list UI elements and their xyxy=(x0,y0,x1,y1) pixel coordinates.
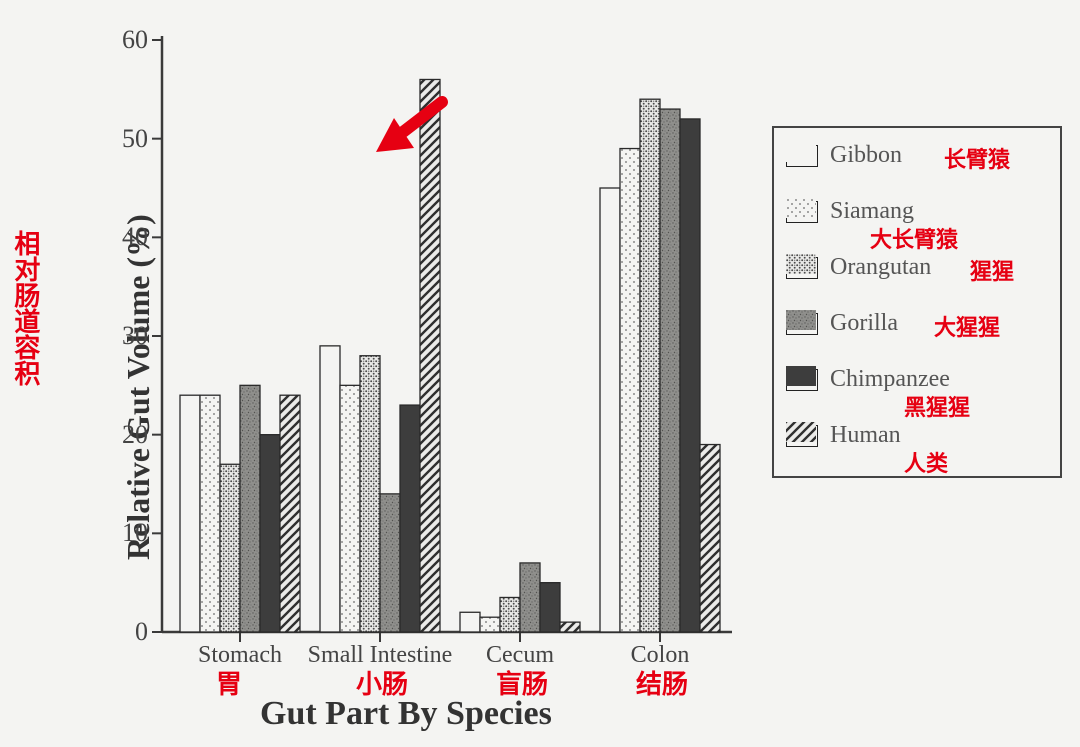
bar-siamang-small-intestine xyxy=(340,385,360,632)
x-zh-annotation: 小肠 xyxy=(356,670,408,700)
bar-gibbon-stomach xyxy=(180,395,200,632)
bar-gorilla-cecum xyxy=(520,563,540,632)
x-zh-annotation: 结肠 xyxy=(636,670,688,700)
legend-zh-siamang: 大长臂猿 xyxy=(870,222,958,254)
y-tick-label: 30 xyxy=(122,321,148,351)
bar-gorilla-colon xyxy=(660,109,680,632)
bar-orangutan-colon xyxy=(640,99,660,632)
legend-zh-orangutan: 猩猩 xyxy=(970,254,1014,286)
legend-swatch xyxy=(786,201,818,223)
legend-row-siamang: Siamang xyxy=(786,198,914,225)
x-category-label: Small Intestine xyxy=(308,642,453,669)
legend-row-chimpanzee: Chimpanzee xyxy=(786,366,950,393)
legend-swatch xyxy=(786,257,818,279)
x-category-label: Colon xyxy=(631,642,690,669)
bar-orangutan-small-intestine xyxy=(360,356,380,632)
x-category-label: Cecum xyxy=(486,642,554,669)
bar-chimpanzee-colon xyxy=(680,119,700,632)
bar-orangutan-stomach xyxy=(220,464,240,632)
legend-row-orangutan: Orangutan xyxy=(786,254,931,281)
bar-gorilla-small-intestine xyxy=(380,494,400,632)
bar-siamang-colon xyxy=(620,149,640,632)
x-category-label: Stomach xyxy=(198,642,282,669)
y-tick-label: 10 xyxy=(122,518,148,548)
legend-label: Chimpanzee xyxy=(830,366,950,393)
legend-row-gibbon: Gibbon xyxy=(786,142,902,169)
legend-zh-gibbon: 长臂猿 xyxy=(944,142,1010,174)
legend-zh-human: 人类 xyxy=(904,446,948,478)
y-axis-title: Relative Gut Volume (%) xyxy=(120,214,157,560)
y-tick-label: 0 xyxy=(135,617,148,647)
bar-siamang-stomach xyxy=(200,395,220,632)
bar-chimpanzee-cecum xyxy=(540,583,560,632)
bar-gorilla-stomach xyxy=(240,385,260,632)
bar-chimpanzee-stomach xyxy=(260,435,280,632)
bar-gibbon-colon xyxy=(600,188,620,632)
bar-human-colon xyxy=(700,445,720,632)
bar-gibbon-cecum xyxy=(460,612,480,632)
x-zh-annotation: 盲肠 xyxy=(496,670,548,700)
legend-label: Human xyxy=(830,422,901,449)
legend-zh-gorilla: 大猩猩 xyxy=(934,310,1000,342)
legend-swatch xyxy=(786,313,818,335)
legend-row-gorilla: Gorilla xyxy=(786,310,898,337)
y-tick-label: 40 xyxy=(122,222,148,252)
legend-label: Gorilla xyxy=(830,310,898,337)
legend-label: Gibbon xyxy=(830,142,902,169)
bar-chimpanzee-small-intestine xyxy=(400,405,420,632)
x-axis-title: Gut Part By Species xyxy=(260,695,552,733)
y-tick-label: 60 xyxy=(122,25,148,55)
legend-row-human: Human xyxy=(786,422,901,449)
bar-orangutan-cecum xyxy=(500,597,520,632)
legend-swatch xyxy=(786,145,818,167)
legend-label: Orangutan xyxy=(830,254,931,281)
legend-zh-chimpanzee: 黑猩猩 xyxy=(904,390,970,422)
bar-human-small-intestine xyxy=(420,79,440,632)
y-tick-label: 50 xyxy=(122,124,148,154)
x-zh-annotation: 胃 xyxy=(216,670,242,700)
bar-human-cecum xyxy=(560,622,580,632)
bar-gibbon-small-intestine xyxy=(320,346,340,632)
bar-human-stomach xyxy=(280,395,300,632)
legend: Gibbon 长臂猿 Siamang大长臂猿Orangutan 猩猩 Gorilla 大猩… xyxy=(772,126,1062,478)
bar-siamang-cecum xyxy=(480,617,500,632)
y-tick-label: 20 xyxy=(122,420,148,450)
legend-label: Siamang xyxy=(830,198,914,225)
y-axis-zh-annotation: 相对肠道容积 xyxy=(10,230,40,386)
legend-swatch xyxy=(786,425,818,447)
legend-swatch xyxy=(786,369,818,391)
